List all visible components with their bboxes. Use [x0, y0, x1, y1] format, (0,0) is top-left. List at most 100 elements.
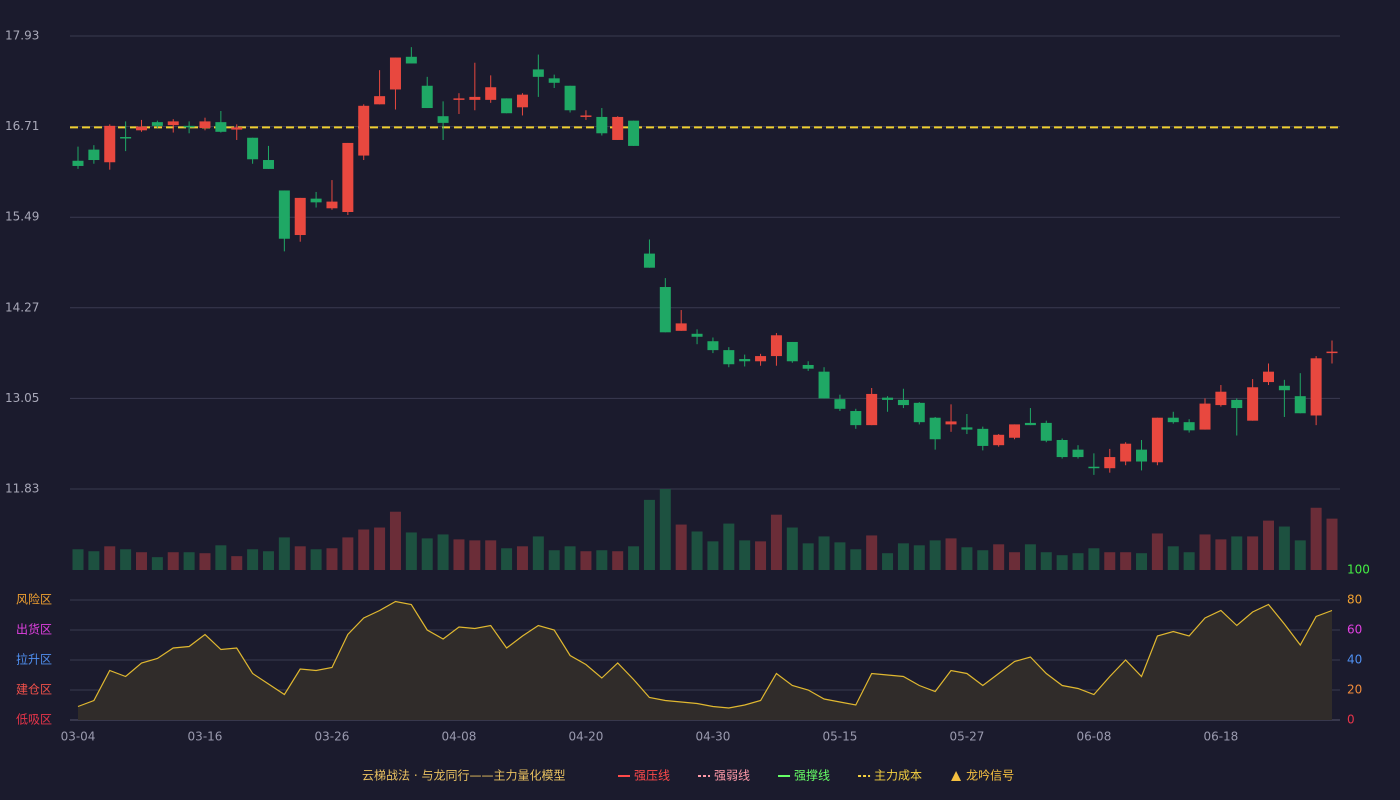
x-tick-label: 03-16: [188, 730, 223, 744]
volume-bar: [421, 538, 433, 570]
indicator-tick-label: 80: [1347, 593, 1362, 607]
candle-body: [120, 136, 132, 139]
volume-bar: [1104, 552, 1116, 570]
candle-body: [88, 149, 100, 161]
candle-body: [1009, 424, 1021, 438]
volume-bar: [1009, 552, 1021, 570]
candle-body: [231, 127, 243, 130]
x-tick-label: 03-26: [315, 730, 350, 744]
volume-bar: [532, 536, 544, 570]
zone-label: 拉升区: [16, 652, 52, 667]
volume-bar: [707, 541, 719, 570]
candle-body: [72, 160, 84, 166]
volume-bar: [659, 489, 671, 570]
legend-label: 强弱线: [714, 769, 750, 783]
volume-bar: [1056, 555, 1068, 570]
legend-label: 强撑线: [794, 768, 830, 783]
candle-body: [374, 96, 386, 105]
volume-bar: [72, 549, 84, 570]
volume-bar: [183, 552, 195, 570]
candle-body: [1167, 417, 1179, 423]
candle-body: [643, 253, 655, 268]
candle-body: [850, 411, 862, 426]
volume-bar: [1151, 533, 1163, 570]
volume-bar: [358, 529, 370, 570]
candle-body: [993, 434, 1005, 446]
candle-body: [818, 371, 830, 399]
volume-bar: [913, 545, 925, 570]
legend-symbol: [951, 771, 962, 781]
volume-bar: [643, 499, 655, 570]
y-tick-label: 14.27: [5, 300, 39, 314]
candle-body: [183, 125, 195, 128]
candle-body: [532, 69, 544, 77]
candle-body: [516, 94, 528, 108]
candle-body: [739, 359, 751, 362]
candle-body: [723, 350, 735, 365]
volume-bar: [1072, 553, 1084, 570]
candle-body: [628, 120, 640, 146]
candle-body: [612, 116, 624, 140]
candle-body: [135, 126, 147, 131]
y-tick-label: 15.49: [5, 210, 39, 224]
candle-body: [659, 287, 671, 333]
candle-body: [1104, 457, 1116, 469]
volume-bar: [993, 544, 1005, 570]
volume-bar: [1278, 526, 1290, 570]
legend-label: 龙吟信号: [966, 768, 1014, 783]
volume-bar: [564, 546, 576, 570]
candle-body: [1056, 439, 1068, 458]
candle-body: [977, 428, 989, 446]
candle-body: [151, 122, 163, 126]
indicator-tick-label: 100: [1347, 563, 1370, 577]
x-tick-label: 05-15: [822, 730, 857, 744]
candle-body: [834, 399, 846, 409]
volume-bar: [1294, 540, 1306, 570]
candle-body: [548, 78, 560, 83]
indicator-tick-label: 40: [1347, 653, 1362, 667]
candle-body: [453, 98, 465, 100]
candle-body: [675, 323, 687, 331]
candle-body: [278, 190, 290, 239]
volume-bar: [739, 540, 751, 570]
volume-bar: [151, 557, 163, 570]
volume-bar: [945, 538, 957, 570]
volume-bar: [882, 553, 894, 570]
candle-body: [1263, 371, 1275, 383]
volume-bar: [389, 511, 401, 570]
volume-bar: [834, 542, 846, 570]
volume-bar: [786, 527, 798, 570]
volume-bar: [469, 540, 481, 570]
volume-bar: [88, 551, 100, 570]
volume-bar: [1247, 536, 1259, 570]
candle-body: [866, 393, 878, 426]
volume-bar: [199, 553, 211, 570]
candle-body: [469, 96, 481, 100]
volume-bar: [1136, 553, 1148, 570]
candle-body: [1088, 466, 1100, 469]
volume-bar: [612, 551, 624, 570]
volume-bar: [453, 539, 465, 570]
volume-bar: [215, 545, 227, 570]
candle-body: [691, 333, 703, 337]
x-tick-label: 06-18: [1203, 730, 1238, 744]
candle-body: [1310, 358, 1322, 416]
volume-bar: [850, 549, 862, 570]
volume-bar: [1167, 546, 1179, 570]
volume-bar: [818, 536, 830, 570]
zone-label: 风险区: [16, 592, 52, 607]
candle-body: [167, 121, 179, 126]
candle-body: [1215, 391, 1227, 406]
candle-body: [1136, 449, 1148, 462]
candle-body: [215, 122, 227, 132]
volume-bar: [580, 551, 592, 570]
candle-body: [199, 121, 211, 129]
volume-bar: [1040, 552, 1052, 570]
volume-bar: [628, 546, 640, 570]
candle-body: [1151, 417, 1163, 463]
candle-body: [1072, 449, 1084, 458]
candle-body: [1183, 422, 1195, 431]
volume-bar: [723, 523, 735, 570]
candle-body: [929, 417, 941, 440]
volume-bar: [1183, 552, 1195, 570]
